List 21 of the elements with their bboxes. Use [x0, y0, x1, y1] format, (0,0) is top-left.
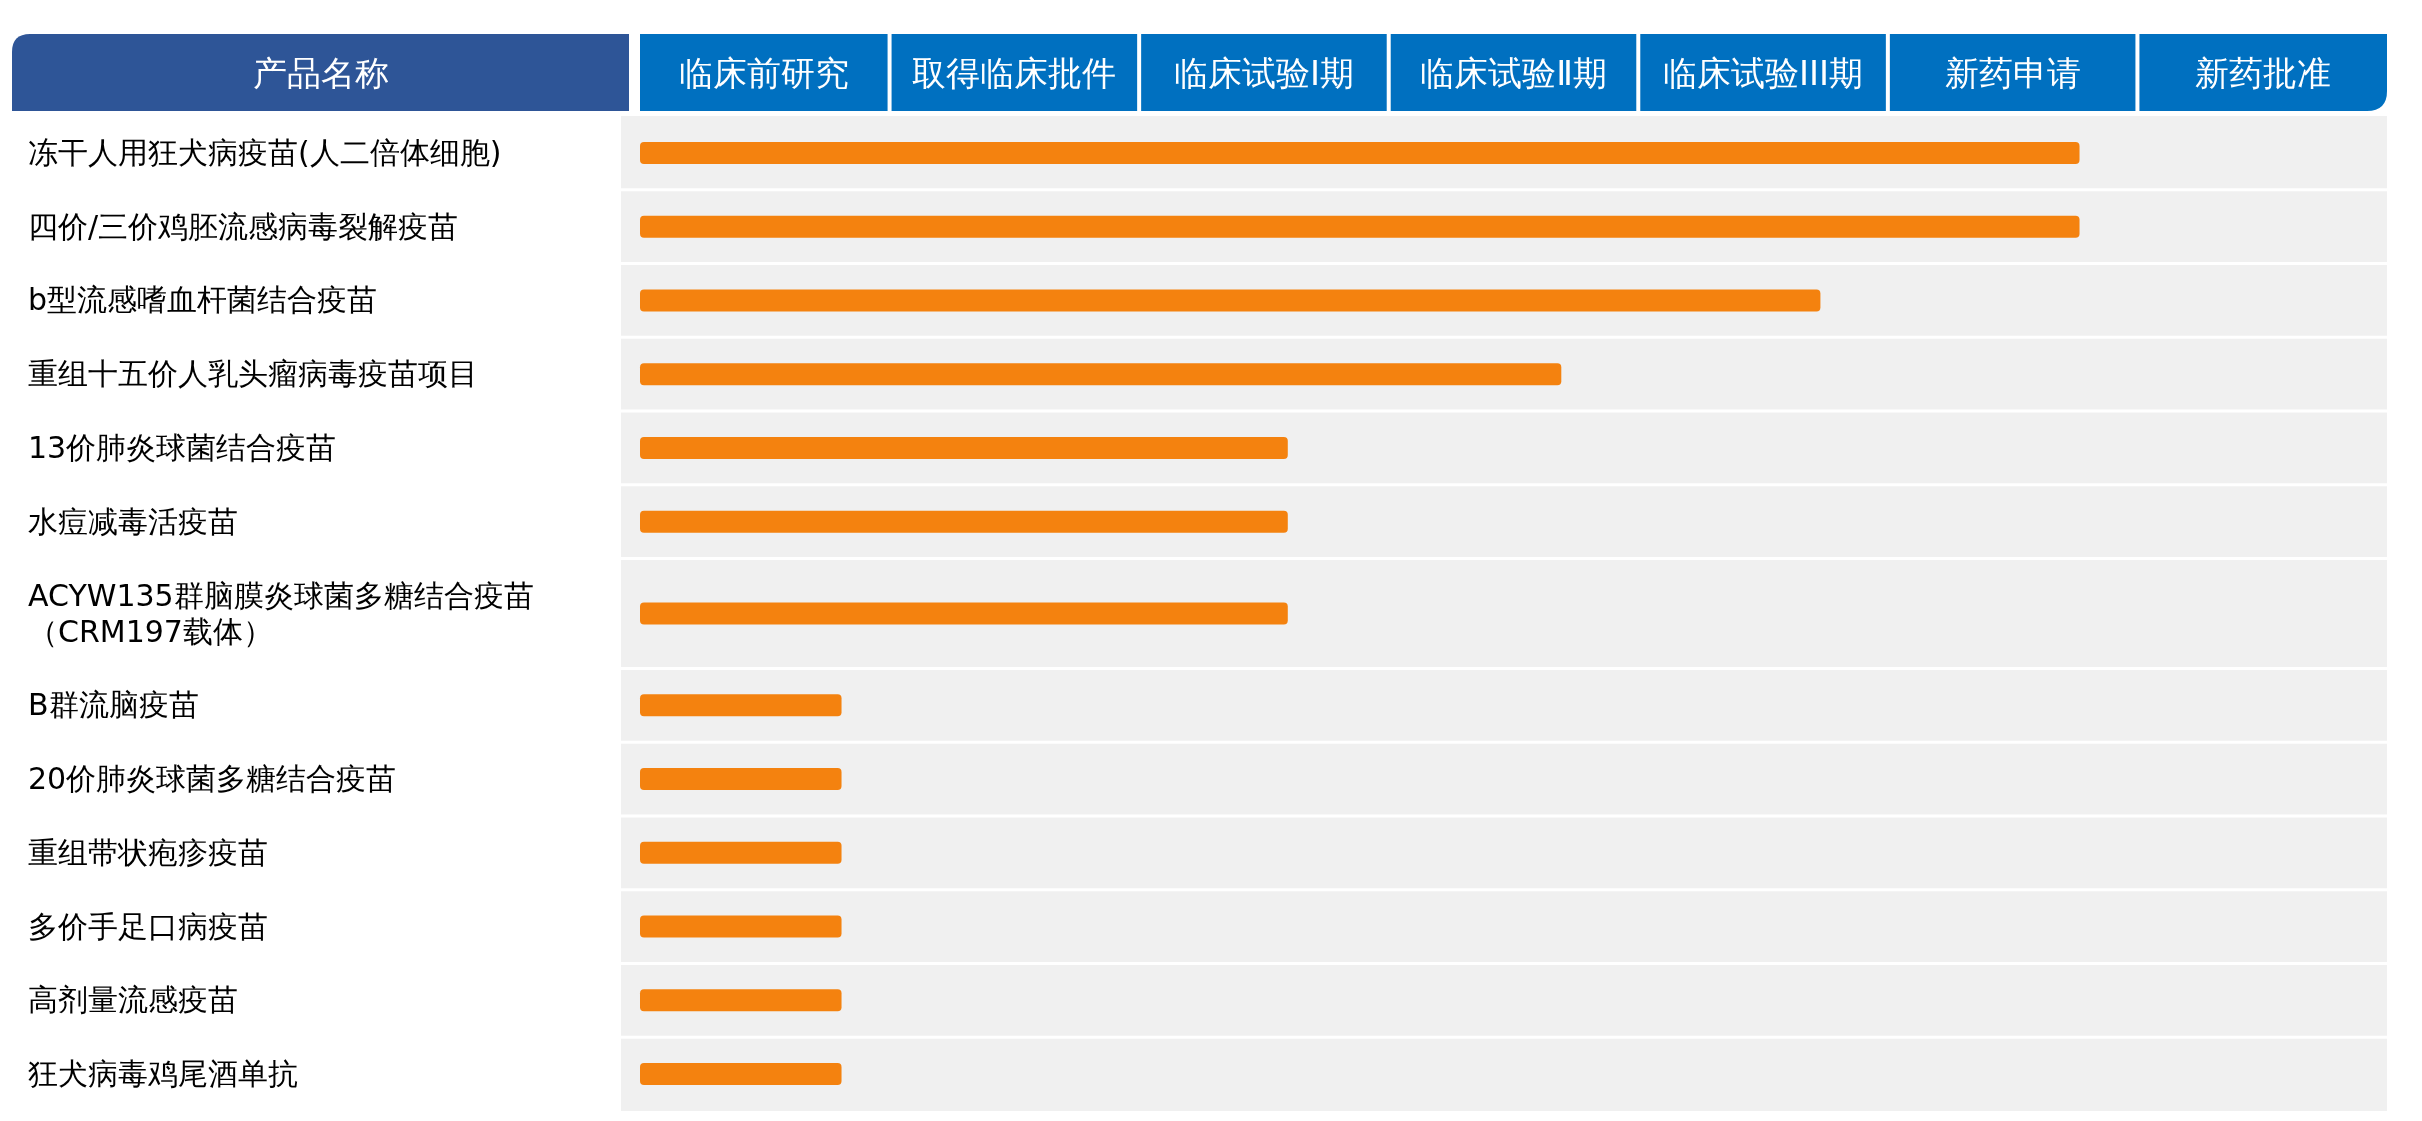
y-tick-label: b型流感嗜血杆菌结合疫苗 — [28, 282, 378, 318]
y-tick-label: 水痘减毒活疫苗 — [28, 503, 238, 539]
y-tick-label: ACYW135群脑膜炎球菌多糖结合疫苗（CRM197载体） — [28, 577, 534, 649]
y-tick-label: 13价肺炎球菌结合疫苗 — [28, 429, 337, 465]
text: 临床试验Ⅰ期 — [1173, 52, 1354, 93]
y-tick-label: 狂犬病毒鸡尾酒单抗 — [28, 1056, 298, 1092]
y-tick-label: 多价手足口病疫苗 — [28, 908, 268, 944]
y-tick-label: 重组带状疱疹疫苗 — [28, 834, 268, 870]
y-tick-label: 冻干人用狂犬病疫苗(人二倍体细胞) — [28, 134, 502, 170]
y-tick-label: 重组十五价人乳头瘤病毒疫苗项目 — [28, 356, 478, 392]
text: 新药申请 — [1944, 52, 2081, 93]
text: 新药批准 — [2195, 52, 2332, 93]
text: 临床试验Ⅱ期 — [1420, 52, 1607, 93]
y-axis-title: 产品名称 — [252, 52, 389, 93]
text: 取得临床批件 — [912, 52, 1117, 93]
y-tick-label: 20价肺炎球菌多糖结合疫苗 — [28, 761, 397, 797]
y-tick-label: 高剂量流感疫苗 — [28, 982, 238, 1018]
text: 临床前研究 — [678, 52, 849, 93]
y-tick-label: 四价/三价鸡胚流感病毒裂解疫苗 — [28, 208, 459, 244]
y-tick-label: B群流脑疫苗 — [28, 687, 199, 723]
text: 临床试验III期 — [1663, 52, 1864, 93]
